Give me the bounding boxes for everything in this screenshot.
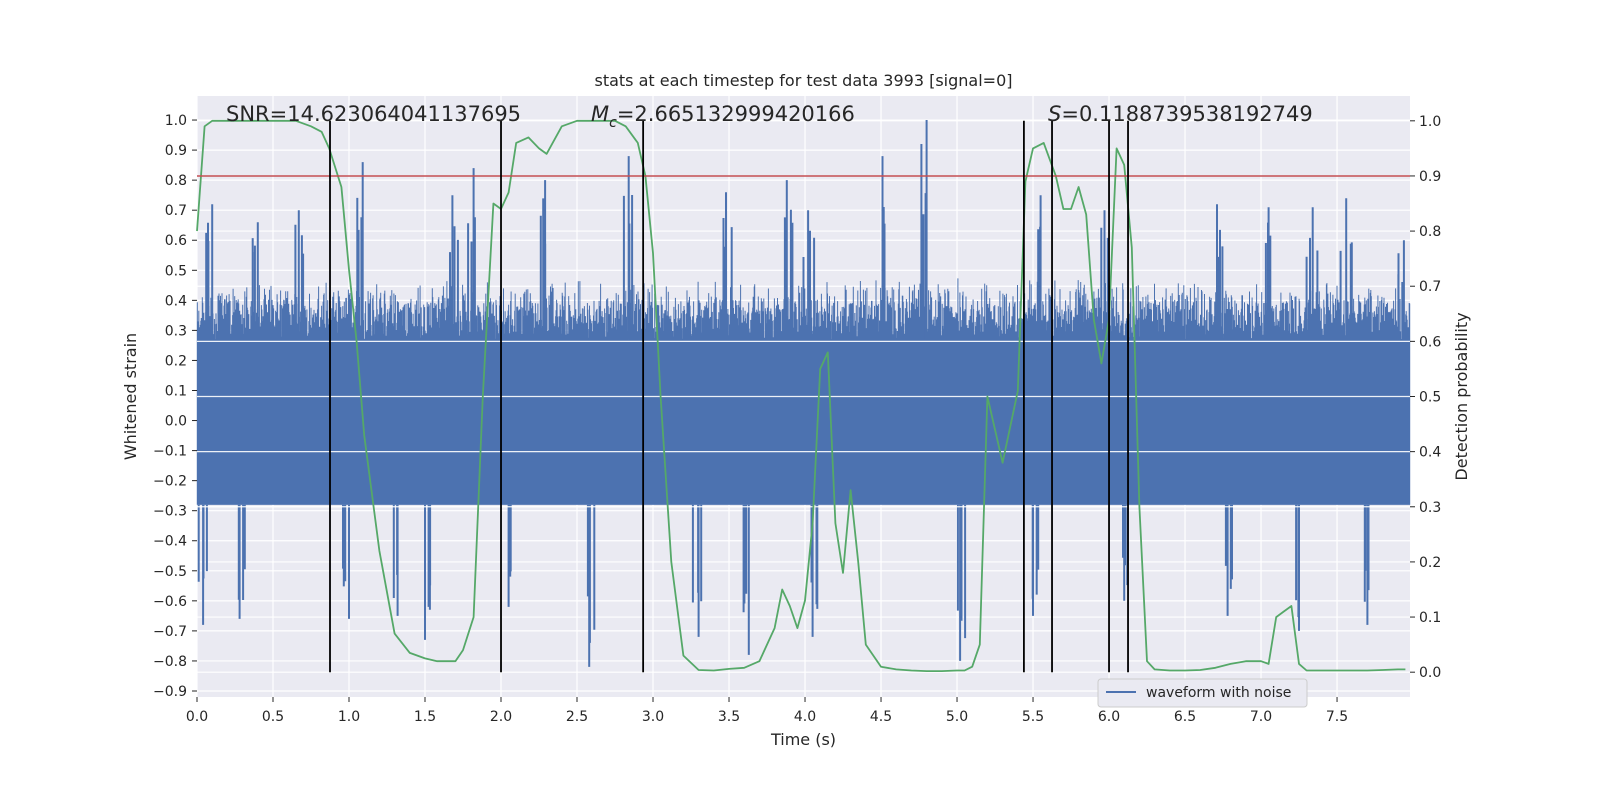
y-tick-label: −0.1 — [153, 444, 187, 460]
snr-annotation: SNR=14.623064041137695 — [226, 102, 521, 126]
y-tick-label: −0.9 — [153, 684, 187, 700]
y-tick-label: −0.2 — [153, 474, 187, 490]
x-tick-label: 0.5 — [262, 709, 284, 725]
x-tick-label: 7.5 — [1326, 709, 1348, 725]
x-tick-label: 6.0 — [1098, 709, 1120, 725]
y-tick-label: 0.4 — [165, 293, 187, 309]
y2-tick-label: 0.0 — [1419, 665, 1441, 681]
y2-tick-label: 0.3 — [1419, 500, 1441, 516]
y-tick-label: 0.6 — [165, 233, 187, 249]
spin-annotation: S=0.1188739538192749 — [1048, 102, 1313, 126]
y2-tick-label: 0.2 — [1419, 555, 1441, 571]
y2-tick-label: 0.6 — [1419, 334, 1441, 350]
x-tick-label: 5.0 — [946, 709, 968, 725]
y2-tick-label: 0.1 — [1419, 610, 1441, 626]
y-tick-label: −0.3 — [153, 504, 187, 520]
x-tick-label: 2.0 — [490, 709, 512, 725]
x-tick-label: 3.5 — [718, 709, 740, 725]
x-tick-label: 3.0 — [642, 709, 664, 725]
legend-box — [1097, 678, 1308, 708]
y-tick-label: −0.8 — [153, 654, 187, 670]
axes: 0.0 0.5 1.0 1.5 2.0 2.5 3.0 3.5 4.0 4.5 5.0 5.5 6.0 6… — [153, 113, 1441, 725]
x-tick-label: 7.0 — [1250, 709, 1272, 725]
probability-series — [196, 119, 1406, 672]
x-tick-label: 5.5 — [1022, 709, 1044, 725]
y-tick-label: −0.5 — [153, 564, 187, 580]
y2-tick-label: 0.5 — [1419, 390, 1441, 406]
legend: waveform with noise — [1097, 678, 1308, 708]
y-axis-label: Whitened strain — [121, 333, 140, 460]
chirp-mass-annotation: Mc=2.665132999420166 — [591, 102, 855, 131]
y-tick-label: 0.5 — [165, 263, 187, 279]
y-tick-label: −0.6 — [153, 594, 187, 610]
y-tick-label: 0.2 — [165, 353, 187, 369]
x-tick-label: 4.0 — [794, 709, 816, 725]
y2-tick-label: 0.7 — [1419, 279, 1441, 295]
y-tick-label: 0.0 — [165, 414, 187, 430]
x-tick-label: 4.5 — [870, 709, 892, 725]
y2-tick-label: 0.8 — [1419, 224, 1441, 240]
y-tick-label: 0.8 — [165, 173, 187, 189]
waveform-noise — [196, 278, 1411, 505]
x-tick-label: 0.0 — [186, 709, 208, 725]
x-tick-label: 1.0 — [338, 709, 360, 725]
y-tick-label: 0.3 — [165, 323, 187, 339]
waveform-spikes — [197, 120, 1405, 667]
chirp-mass-subscript: c — [609, 115, 617, 131]
y-tick-label: 0.7 — [165, 203, 187, 219]
y2-tick-label: 0.9 — [1419, 169, 1441, 185]
spin-symbol: S — [1048, 102, 1061, 126]
y-tick-label: −0.7 — [153, 624, 187, 640]
y2-axis-label: Detection probability — [1452, 312, 1471, 480]
x-axis-label: Time (s) — [770, 730, 836, 749]
x-tick-label: 2.5 — [566, 709, 588, 725]
y2-tick-label: 1.0 — [1419, 114, 1441, 130]
chirp-mass-symbol: M — [591, 102, 609, 126]
x-tick-label: 6.5 — [1174, 709, 1196, 725]
y-tick-label: 0.9 — [165, 143, 187, 159]
legend-label-waveform: waveform with noise — [1146, 685, 1291, 701]
reference-lines — [197, 120, 1410, 673]
y-tick-label: 1.0 — [165, 113, 187, 129]
x-tick-label: 1.5 — [414, 709, 436, 725]
spin-value: =0.1188739538192749 — [1061, 102, 1312, 126]
y-tick-label: 0.1 — [165, 383, 187, 399]
waveform-series — [196, 120, 1411, 667]
y-tick-label: −0.4 — [153, 534, 187, 550]
chirp-mass-value: =2.665132999420166 — [617, 102, 855, 126]
y2-tick-label: 0.4 — [1419, 445, 1441, 461]
probability-line — [196, 119, 1406, 672]
chart-title: stats at each timestep for test data 399… — [594, 71, 1012, 90]
